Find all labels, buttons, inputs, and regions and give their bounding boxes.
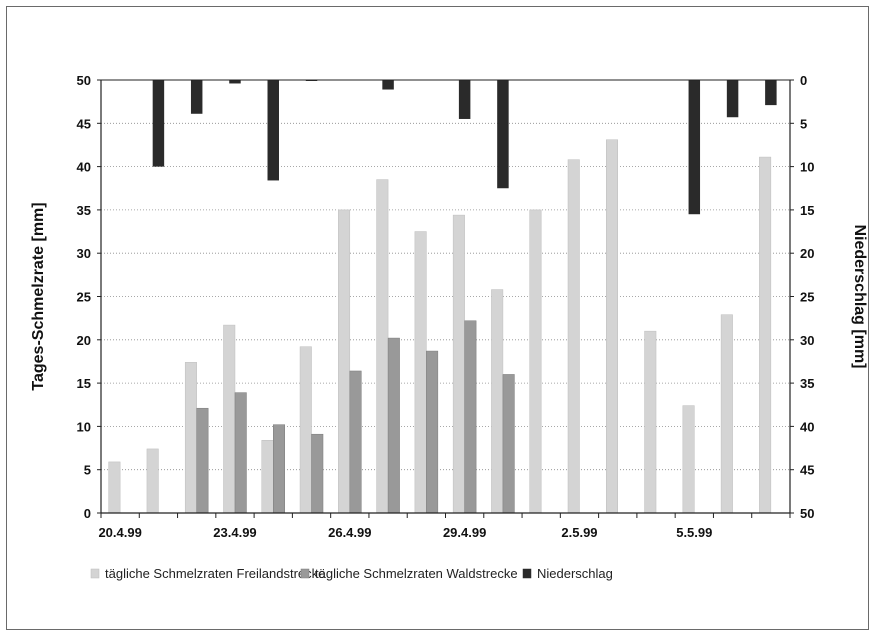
bar-waldstrecke [426, 350, 439, 514]
bar-niederschlag [688, 80, 701, 215]
legend-swatch [90, 568, 100, 579]
bar-niederschlag [765, 80, 777, 106]
bar-niederschlag [152, 80, 165, 167]
y-tick-label: 20 [77, 333, 91, 348]
x-tick-label: 23.4.99 [213, 525, 256, 540]
bar-freilandstrecke [261, 440, 274, 514]
bar-freilandstrecke [720, 314, 733, 514]
bar-niederschlag [190, 80, 203, 114]
y-tick-label: 45 [77, 116, 91, 131]
y2-tick-label: 25 [800, 290, 814, 305]
y2-tick-label: 40 [800, 419, 814, 434]
y-tick-label: 25 [77, 290, 91, 305]
y-axis-title: Tages-Schmelzrate [mm] [30, 202, 47, 390]
bar-freilandstrecke [223, 324, 236, 514]
y2-tick-label: 15 [800, 203, 814, 218]
y2-tick-label: 45 [800, 463, 814, 478]
legend: tägliche Schmelzraten Freilandstrecketäg… [90, 566, 613, 581]
bar-freilandstrecke [644, 330, 657, 514]
legend-label: tägliche Schmelzraten Freilandstrecke [105, 566, 325, 581]
bar-freilandstrecke [338, 209, 351, 514]
bar-freilandstrecke [491, 289, 504, 514]
y2-tick-label: 0 [800, 73, 807, 88]
y-tick-label: 15 [77, 376, 91, 391]
bar-freilandstrecke [184, 362, 197, 514]
legend-label: Niederschlag [537, 566, 613, 581]
y-tick-label: 10 [77, 419, 91, 434]
bar-niederschlag [726, 80, 739, 118]
y2-axis-title: Niederschlag [mm] [851, 224, 868, 368]
y-tick-label: 5 [84, 463, 91, 478]
bars [108, 80, 777, 514]
bar-freilandstrecke [606, 139, 618, 514]
tick-labels: 0 5 10 15 20 25 30 35 40 45 50 0 5 10 15 20 25 30 35 40 45 50… [77, 73, 815, 540]
y2-tick-label: 30 [800, 333, 814, 348]
bar-waldstrecke [311, 433, 324, 514]
bar-waldstrecke [273, 424, 285, 514]
y2-tick-label: 35 [800, 376, 814, 391]
legend-swatch [522, 568, 532, 579]
axes [97, 79, 794, 518]
grid [101, 122, 790, 471]
y-tick-label: 30 [77, 246, 91, 261]
bar-freilandstrecke [529, 209, 542, 514]
y2-tick-label: 50 [800, 506, 814, 521]
chart-svg: 0 5 10 15 20 25 30 35 40 45 50 0 5 10 15 20 25 30 35 40 45 50… [30, 73, 868, 581]
chart-frame: 0 5 10 15 20 25 30 35 40 45 50 0 5 10 15 20 25 30 35 40 45 50… [6, 6, 869, 630]
bar-waldstrecke [234, 392, 247, 514]
bar-freilandstrecke [376, 179, 389, 514]
bar-waldstrecke [464, 320, 477, 514]
x-tick-label: 2.5.99 [561, 525, 597, 540]
bar-freilandstrecke [452, 214, 465, 514]
x-tick-label: 20.4.99 [98, 525, 141, 540]
bar-waldstrecke [349, 370, 362, 514]
bar-waldstrecke [196, 407, 209, 514]
bar-niederschlag [382, 80, 394, 90]
x-tick-label: 26.4.99 [328, 525, 371, 540]
bar-waldstrecke [387, 337, 400, 514]
bar-niederschlag [458, 80, 471, 119]
bar-freilandstrecke [759, 156, 772, 514]
bar-freilandstrecke [567, 159, 580, 514]
bar-freilandstrecke [146, 448, 159, 514]
bar-niederschlag [267, 80, 279, 181]
legend-label: tägliche Schmelzraten Waldstrecke [315, 566, 518, 581]
bar-waldstrecke [502, 374, 515, 514]
legend-swatch [300, 568, 310, 579]
bar-niederschlag [497, 80, 509, 189]
y-tick-label: 35 [77, 203, 91, 218]
y2-tick-label: 20 [800, 246, 814, 261]
x-tick-label: 5.5.99 [676, 525, 712, 540]
y-tick-label: 50 [77, 73, 91, 88]
bar-freilandstrecke [414, 231, 427, 514]
bar-freilandstrecke [108, 461, 121, 514]
bar-freilandstrecke [682, 405, 695, 514]
y-tick-label: 40 [77, 160, 91, 175]
x-tick-label: 29.4.99 [443, 525, 486, 540]
y-tick-label: 0 [84, 506, 91, 521]
bar-freilandstrecke [299, 346, 312, 514]
y2-tick-label: 10 [800, 160, 814, 175]
bar-niederschlag [229, 80, 241, 84]
y2-tick-label: 5 [800, 116, 807, 131]
